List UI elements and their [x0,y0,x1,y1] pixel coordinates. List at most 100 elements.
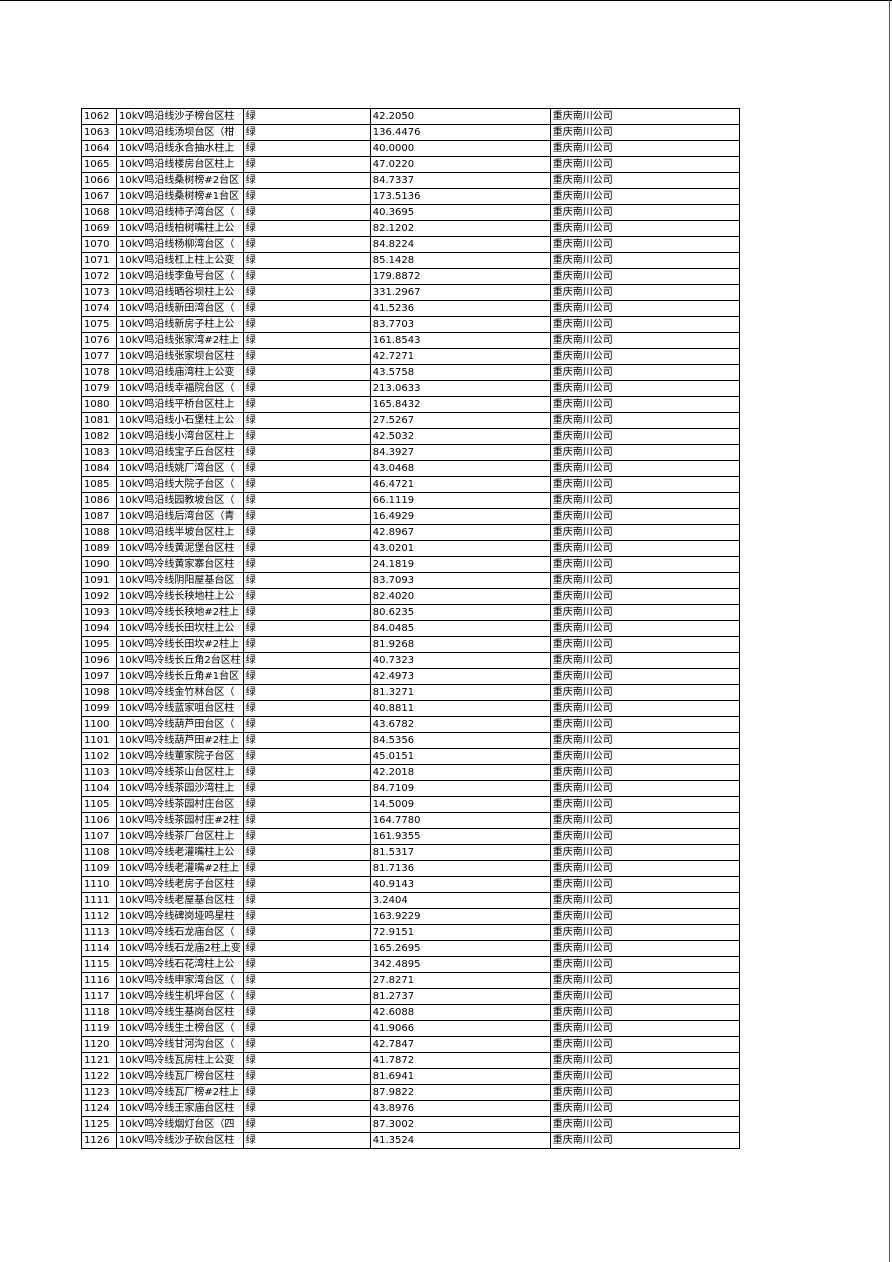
row-number-cell: 1121 [81,1052,117,1069]
company-cell: 重庆南川公司 [549,332,740,349]
row-number-cell: 1122 [81,1068,117,1085]
category-cell: 绿 [242,604,371,621]
company-cell: 重庆南川公司 [549,748,740,765]
company-cell: 重庆南川公司 [549,604,740,621]
category-cell: 绿 [242,940,371,957]
company-cell: 重庆南川公司 [549,588,740,605]
category-cell: 绿 [242,204,371,221]
row-number-cell: 1118 [81,1004,117,1021]
value-cell: 87.3002 [369,1116,551,1133]
category-cell: 绿 [242,428,371,445]
station-name-cell: 10kV鸣冷线申家湾台区（ [116,972,244,989]
value-cell: 40.0000 [369,140,551,157]
row-number-cell: 1072 [81,268,117,285]
category-cell: 绿 [242,1084,371,1101]
category-cell: 绿 [242,732,371,749]
row-number-cell: 1106 [81,812,117,829]
value-cell: 41.3524 [369,1132,551,1149]
row-number-cell: 1107 [81,828,117,845]
station-name-cell: 10kV鸣沿线永合抽水柱上 [116,140,244,157]
row-number-cell: 1112 [81,908,117,925]
station-name-cell: 10kV鸣冷线石龙庙2柱上变 [116,940,244,957]
table-row: 1080 10kV鸣沿线平桥台区柱上绿 165.8432 重庆南川公司 [81,396,740,413]
company-cell: 重庆南川公司 [549,108,740,125]
company-cell: 重庆南川公司 [549,380,740,397]
value-cell: 331.2967 [369,284,551,301]
row-number-cell: 1087 [81,508,117,525]
table-row: 1102 10kV鸣冷线董家院子台区绿 45.0151 重庆南川公司 [81,748,740,765]
value-cell: 136.4476 [369,124,551,141]
table-row: 1078 10kV鸣沿线庙湾柱上公变绿 43.5758 重庆南川公司 [81,364,740,381]
company-cell: 重庆南川公司 [549,540,740,557]
table-row: 1104 10kV鸣冷线茶园沙湾柱上绿 84.7109 重庆南川公司 [81,780,740,797]
category-cell: 绿 [242,956,371,973]
station-name-cell: 10kV鸣冷线长田坎#2柱上 [116,636,244,653]
company-cell: 重庆南川公司 [549,892,740,909]
station-name-cell: 10kV鸣沿线姚厂湾台区（ [116,460,244,477]
page-right-border [889,0,890,1262]
row-number-cell: 1103 [81,764,117,781]
row-number-cell: 1074 [81,300,117,317]
value-cell: 82.4020 [369,588,551,605]
row-number-cell: 1070 [81,236,117,253]
category-cell: 绿 [242,140,371,157]
value-cell: 81.7136 [369,860,551,877]
value-cell: 43.8976 [369,1100,551,1117]
company-cell: 重庆南川公司 [549,364,740,381]
company-cell: 重庆南川公司 [549,972,740,989]
station-name-cell: 10kV鸣冷线老灌嘴#2柱上 [116,860,244,877]
table-row: 1066 10kV鸣沿线桑树榜#2台区绿 84.7337 重庆南川公司 [81,172,740,189]
company-cell: 重庆南川公司 [549,1100,740,1117]
row-number-cell: 1110 [81,876,117,893]
value-cell: 43.0468 [369,460,551,477]
table-row: 1075 10kV鸣沿线新房子柱上公绿 83.7703 重庆南川公司 [81,316,740,333]
value-cell: 81.6941 [369,1068,551,1085]
table-row: 1121 10kV鸣冷线瓦房柱上公变绿 41.7872 重庆南川公司 [81,1052,740,1069]
category-cell: 绿 [242,828,371,845]
row-number-cell: 1082 [81,428,117,445]
value-cell: 40.7323 [369,652,551,669]
company-cell: 重庆南川公司 [549,1036,740,1053]
company-cell: 重庆南川公司 [549,908,740,925]
category-cell: 绿 [242,892,371,909]
category-cell: 绿 [242,284,371,301]
station-name-cell: 10kV鸣冷线葫芦田#2柱上 [116,732,244,749]
table-row: 1083 10kV鸣沿线宝子丘台区柱绿 84.3927 重庆南川公司 [81,444,740,461]
station-name-cell: 10kV鸣冷线茶园沙湾柱上 [116,780,244,797]
category-cell: 绿 [242,188,371,205]
value-cell: 163.9229 [369,908,551,925]
value-cell: 87.9822 [369,1084,551,1101]
table-row: 1089 10kV鸣冷线黄泥堡台区柱绿 43.0201 重庆南川公司 [81,540,740,557]
category-cell: 绿 [242,444,371,461]
station-name-cell: 10kV鸣沿线张家坝台区柱 [116,348,244,365]
value-cell: 342.4895 [369,956,551,973]
station-name-cell: 10kV鸣冷线长丘角2台区柱 [116,652,244,669]
table-row: 1124 10kV鸣冷线王家庙台区柱绿 43.8976 重庆南川公司 [81,1100,740,1117]
value-cell: 81.5317 [369,844,551,861]
value-cell: 27.8271 [369,972,551,989]
station-name-cell: 10kV鸣冷线茶厂台区柱上 [116,828,244,845]
table-row: 1109 10kV鸣冷线老灌嘴#2柱上绿 81.7136 重庆南川公司 [81,860,740,877]
station-name-cell: 10kV鸣沿线幸福院台区（ [116,380,244,397]
row-number-cell: 1088 [81,524,117,541]
value-cell: 72.9151 [369,924,551,941]
company-cell: 重庆南川公司 [549,284,740,301]
company-cell: 重庆南川公司 [549,1020,740,1037]
company-cell: 重庆南川公司 [549,924,740,941]
table-row: 1092 10kV鸣冷线长秧地柱上公绿 82.4020 重庆南川公司 [81,588,740,605]
company-cell: 重庆南川公司 [549,860,740,877]
category-cell: 绿 [242,876,371,893]
company-cell: 重庆南川公司 [549,524,740,541]
row-number-cell: 1073 [81,284,117,301]
station-name-cell: 10kV鸣沿线桑树榜#2台区 [116,172,244,189]
station-name-cell: 10kV鸣冷线长秧地#2柱上 [116,604,244,621]
table-row: 1122 10kV鸣冷线瓦厂榜台区柱绿 81.6941 重庆南川公司 [81,1068,740,1085]
category-cell: 绿 [242,268,371,285]
row-number-cell: 1111 [81,892,117,909]
row-number-cell: 1116 [81,972,117,989]
category-cell: 绿 [242,924,371,941]
value-cell: 81.9268 [369,636,551,653]
table-row: 1085 10kV鸣沿线大院子台区（绿 46.4721 重庆南川公司 [81,476,740,493]
station-name-cell: 10kV鸣沿线柏树嘴柱上公 [116,220,244,237]
row-number-cell: 1113 [81,924,117,941]
